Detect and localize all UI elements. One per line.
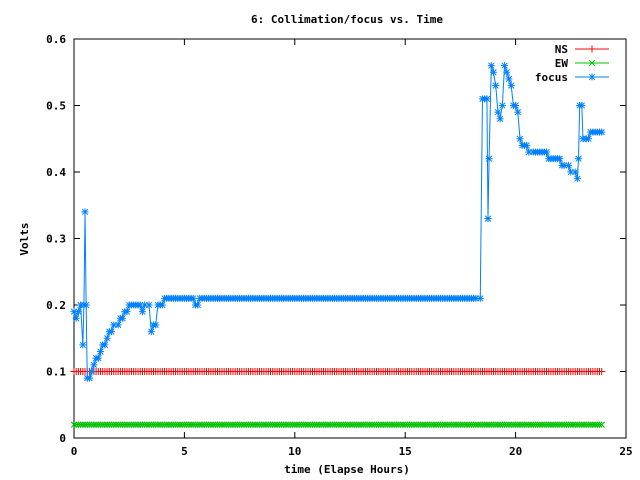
y-tick-label: 0.6 bbox=[46, 33, 66, 46]
legend-marker-ew bbox=[588, 59, 596, 67]
x-axis-label: time (Elapse Hours) bbox=[284, 463, 410, 476]
data-point bbox=[487, 62, 495, 70]
data-point bbox=[189, 294, 197, 302]
data-point bbox=[496, 115, 504, 123]
data-point bbox=[476, 294, 484, 302]
data-point bbox=[138, 308, 146, 316]
data-point bbox=[485, 155, 493, 163]
y-tick-label: 0.3 bbox=[46, 233, 66, 246]
data-point bbox=[145, 301, 153, 309]
series-ns bbox=[70, 368, 606, 375]
series-ew bbox=[70, 421, 605, 428]
data-point bbox=[88, 368, 96, 375]
x-tick-label: 20 bbox=[509, 445, 522, 458]
data-point bbox=[596, 421, 603, 428]
data-point bbox=[72, 314, 80, 322]
data-point bbox=[575, 155, 583, 163]
legend-label-ns: NS bbox=[555, 43, 568, 56]
data-point bbox=[119, 314, 127, 322]
x-tick-label: 25 bbox=[619, 445, 632, 458]
data-point bbox=[501, 62, 509, 70]
x-tick-label: 5 bbox=[181, 445, 188, 458]
data-point bbox=[101, 341, 109, 349]
data-point bbox=[74, 308, 82, 316]
plot-frame bbox=[73, 38, 627, 439]
y-tick-label: 0.5 bbox=[46, 100, 66, 113]
data-point bbox=[578, 102, 586, 109]
data-point bbox=[96, 348, 104, 356]
y-axis-label: Volts bbox=[18, 222, 31, 255]
data-point bbox=[565, 161, 573, 169]
x-tick-label: 10 bbox=[288, 445, 301, 458]
chart-title: 6: Collimation/focus vs. Time bbox=[251, 13, 443, 26]
data-point bbox=[507, 82, 515, 90]
y-tick-label: 0.4 bbox=[46, 166, 66, 179]
x-tick-label: 0 bbox=[71, 445, 78, 458]
data-point bbox=[492, 82, 500, 90]
data-point bbox=[484, 215, 492, 223]
series-focus bbox=[70, 62, 606, 382]
data-point bbox=[147, 328, 155, 336]
data-point bbox=[85, 374, 93, 382]
data-point bbox=[123, 308, 131, 316]
data-point bbox=[194, 301, 202, 309]
legend-label-ew: EW bbox=[555, 57, 569, 70]
data-point bbox=[556, 155, 564, 163]
data-point bbox=[108, 328, 116, 336]
x-tick-label: 15 bbox=[399, 445, 412, 458]
data-point bbox=[543, 148, 551, 156]
data-point bbox=[598, 368, 606, 375]
data-point bbox=[90, 361, 98, 369]
data-point bbox=[490, 68, 498, 76]
data-point bbox=[573, 175, 581, 183]
data-point bbox=[598, 421, 605, 428]
legend-marker-ns bbox=[588, 45, 596, 53]
legend-marker-focus bbox=[588, 73, 596, 81]
data-point bbox=[79, 341, 87, 349]
data-point bbox=[505, 75, 513, 83]
y-tick-label: 0.1 bbox=[46, 366, 66, 379]
data-point bbox=[584, 135, 592, 143]
data-point bbox=[114, 321, 122, 329]
data-point bbox=[503, 68, 511, 76]
data-point bbox=[158, 301, 166, 309]
data-point bbox=[82, 301, 90, 309]
y-tick-label: 0.2 bbox=[46, 299, 66, 312]
data-point bbox=[94, 354, 102, 362]
y-tick-label: 0 bbox=[59, 432, 66, 445]
data-point bbox=[571, 168, 579, 176]
data-point bbox=[516, 135, 524, 143]
data-point bbox=[523, 141, 531, 149]
data-point bbox=[598, 128, 606, 136]
data-point bbox=[483, 95, 491, 103]
data-point bbox=[152, 321, 160, 329]
legend-label-focus: focus bbox=[535, 71, 568, 84]
plot-area: 0 5 10 15 20 25 0 0.1 0.2 0.3 0.4 0.5 0.6 bbox=[46, 33, 633, 458]
data-point bbox=[494, 108, 502, 116]
data-point bbox=[498, 102, 506, 109]
data-point bbox=[514, 108, 522, 116]
data-point bbox=[103, 334, 111, 342]
data-point bbox=[81, 208, 89, 216]
data-point bbox=[512, 102, 520, 109]
